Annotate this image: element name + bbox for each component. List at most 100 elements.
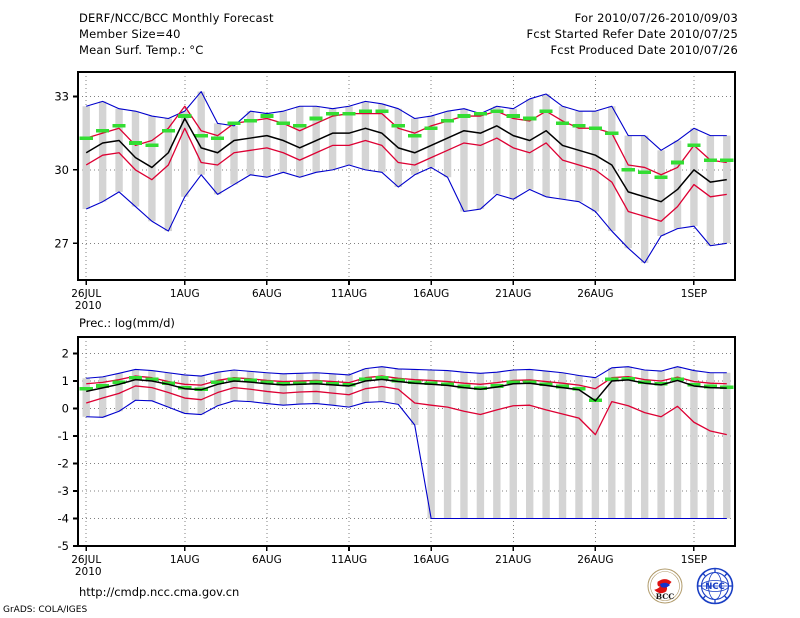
spread-bar <box>460 108 468 212</box>
y-tick-label: 33 <box>54 89 69 103</box>
bcc-logo: BCC <box>647 568 683 604</box>
series-climatology <box>79 109 734 180</box>
spread-bar <box>378 103 386 173</box>
spread-bar <box>164 372 173 408</box>
series-lower-quartile <box>85 127 727 222</box>
spread-bar <box>279 373 288 406</box>
x-tick-label: 16AUG <box>413 554 449 566</box>
spread-bar <box>460 372 468 519</box>
precipitation-variable-label: Prec.: log(mm/d) <box>79 316 175 330</box>
forecast-refer-date-label: Fcst Started Refer Date 2010/07/25 <box>526 27 738 41</box>
x-tick-label: 6AUG <box>252 554 282 566</box>
spread-bar <box>115 108 123 192</box>
spread-bar <box>181 374 189 414</box>
spread-bar <box>706 372 715 519</box>
spread-bar <box>673 140 682 229</box>
x-tick-label: 1SEP <box>681 288 707 300</box>
spread-bar <box>230 370 238 401</box>
series-ensemble-mean <box>85 117 727 203</box>
precipitation-chart: Prec.: log(mm/d) -5 -4 -3 -2 -1 0 1 2 26JUL 1AUG 6A… <box>58 316 736 575</box>
spread-bar <box>148 370 156 401</box>
spread-bar <box>411 118 419 175</box>
spread-bar <box>575 111 583 202</box>
spread-bar <box>394 368 402 405</box>
x-axis: 26JUL 1AUG 6AUG 11AUG 16AUG 21AUG 26AUG 1SEP <box>71 280 707 300</box>
spread-bar <box>263 113 271 178</box>
spread-bar <box>361 101 370 170</box>
spread-bar <box>525 98 534 190</box>
spread-bar <box>493 372 501 519</box>
spread-bar <box>164 118 173 232</box>
x-axis-year-label: 2010 <box>75 300 102 312</box>
spread-bar <box>181 111 189 197</box>
x-tick-label: 26AUG <box>577 554 613 566</box>
spread-bar <box>246 111 255 175</box>
svg-text:BCC: BCC <box>656 592 674 601</box>
y-tick-label: 0 <box>62 402 69 416</box>
spread-bar <box>131 111 140 207</box>
y-axis: -5 -4 -3 -2 -1 0 1 2 <box>58 347 78 553</box>
spread-bar <box>608 367 616 519</box>
spread-bar <box>328 108 337 170</box>
y-tick-label: -5 <box>58 539 69 553</box>
spread-bar <box>476 373 485 519</box>
spread-bar <box>723 372 731 519</box>
y-tick-label: -2 <box>58 457 69 471</box>
spread-bar <box>624 366 632 519</box>
grid-lines <box>78 72 735 280</box>
spread-bar <box>509 370 517 519</box>
spread-bar <box>591 111 600 212</box>
x-tick-label: 1AUG <box>170 554 200 566</box>
y-tick-label: 1 <box>62 374 69 388</box>
ncc-logo: NCC <box>696 567 734 605</box>
member-size-label: Member Size=40 <box>79 27 181 41</box>
spread-bar <box>558 106 567 200</box>
spread-bars <box>82 366 731 519</box>
spread-bar <box>98 101 107 202</box>
spread-bar <box>312 372 320 404</box>
spread-bar <box>82 106 90 210</box>
y-tick-label: -3 <box>58 484 69 498</box>
x-axis-year-label: 2010 <box>75 566 102 575</box>
spread-bar <box>542 94 550 197</box>
spread-bar <box>131 369 140 401</box>
x-tick-label: 26JUL <box>71 554 101 566</box>
svg-text:NCC: NCC <box>705 582 725 592</box>
plot-frame <box>77 71 736 281</box>
series-maximum <box>86 91 727 151</box>
spread-bar <box>608 106 616 232</box>
spread-bar <box>411 369 419 425</box>
spread-bar <box>197 91 205 175</box>
spread-bar <box>328 373 337 406</box>
series-maximum <box>86 366 727 379</box>
spread-bar <box>558 372 567 519</box>
forecast-produced-date-label: Fcst Produced Date 2010/07/26 <box>550 43 738 57</box>
spread-bar <box>690 128 698 227</box>
y-tick-label: -4 <box>58 512 69 526</box>
x-tick-label: 1SEP <box>681 554 707 566</box>
spread-bar <box>213 123 222 195</box>
y-axis: 27 30 33 <box>54 89 78 250</box>
spread-bar <box>640 135 649 263</box>
spread-bar <box>657 371 665 519</box>
spread-bar <box>296 106 304 178</box>
spread-bar <box>723 135 731 244</box>
x-tick-label: 26AUG <box>577 288 613 300</box>
series-lower-quartile <box>86 385 727 436</box>
spread-bar <box>443 111 452 178</box>
x-tick-label: 6AUG <box>252 288 282 300</box>
temperature-chart: 27 30 33 26JUL 1AUG 6AUG 11AUG 16AUG 21AUG 26AUG 1… <box>54 71 736 312</box>
spread-bar <box>443 370 452 519</box>
y-tick-label: 27 <box>54 236 69 250</box>
website-url[interactable]: http://cmdp.ncc.cma.gov.cn <box>79 585 240 599</box>
spread-bar <box>82 378 90 417</box>
spread-bar <box>525 369 534 519</box>
spread-bar <box>427 370 435 519</box>
x-tick-label: 26JUL <box>71 288 101 300</box>
spread-bar <box>706 135 715 246</box>
series-ensemble-mean <box>86 378 727 402</box>
spread-bar <box>279 111 288 173</box>
x-tick-label: 16AUG <box>413 288 449 300</box>
spread-bar <box>197 376 205 415</box>
y-tick-label: -1 <box>58 429 69 443</box>
